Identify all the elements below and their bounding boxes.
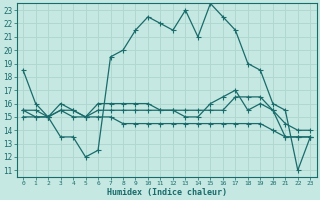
X-axis label: Humidex (Indice chaleur): Humidex (Indice chaleur) (107, 188, 227, 197)
